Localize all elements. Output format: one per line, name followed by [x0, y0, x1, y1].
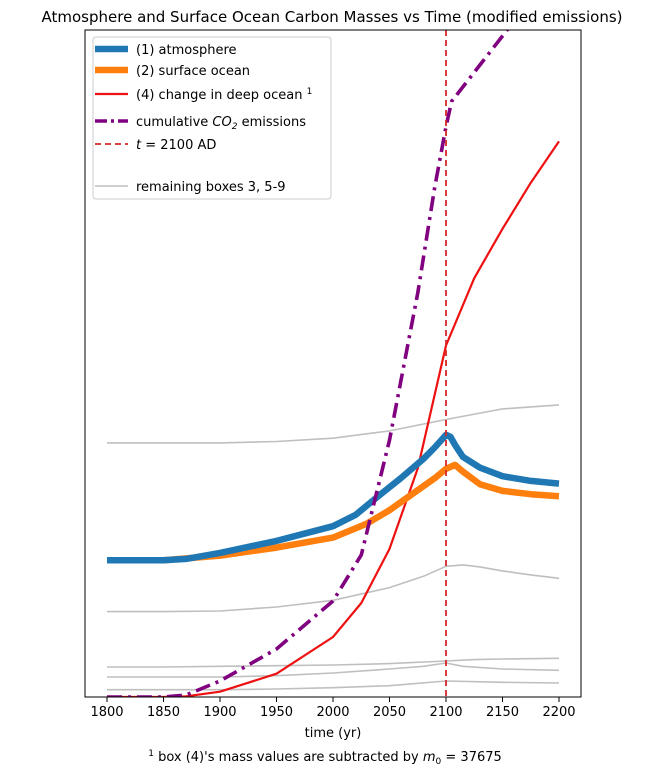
series-line-cum-8	[107, 30, 510, 697]
legend-label-deep: (4) change in deep ocean 1	[136, 87, 312, 103]
x-tick-label: 2200	[542, 705, 575, 720]
x-tick-label: 2050	[373, 705, 406, 720]
x-axis-label: time (yr)	[305, 726, 362, 741]
x-tick-label: 1950	[260, 705, 293, 720]
series-line-gray-3	[107, 662, 560, 678]
series-line-gray-4	[107, 680, 560, 691]
x-tick-label: 2100	[429, 705, 462, 720]
x-tick-label: 1850	[147, 705, 180, 720]
series-line-gray-2	[107, 657, 560, 668]
x-tick-label: 2000	[316, 705, 349, 720]
plot-lines	[107, 30, 560, 697]
footnote: 1 box (4)'s mass values are subtracted b…	[148, 749, 502, 767]
series-line-gray-1	[107, 564, 560, 613]
series-line-surf-6	[107, 461, 560, 564]
legend: (1) atmosphere (2) surface ocean (4) chang…	[92, 36, 332, 200]
x-tick-label: 1900	[203, 705, 236, 720]
legend-label-vline: t = 2100 AD	[136, 138, 216, 153]
series-line-atm-7	[107, 431, 560, 564]
x-axis-ticks: 1800 1850 1900 1950 2000 2050 2100 2150 2200	[90, 697, 576, 720]
legend-label-cum: cumulative CO2 emissions	[136, 115, 306, 132]
legend-label-surf: (2) surface ocean	[136, 64, 250, 79]
legend-label-gray: remaining boxes 3, 5-9	[136, 180, 286, 195]
x-tick-label: 1800	[90, 705, 123, 720]
x-tick-label: 2150	[486, 705, 519, 720]
series-line-gray-0	[107, 404, 560, 444]
chart-title: Atmosphere and Surface Ocean Carbon Mass…	[42, 8, 623, 26]
series-line-deep-5	[107, 140, 560, 697]
legend-box	[92, 36, 332, 200]
legend-label-atm: (1) atmosphere	[136, 43, 237, 58]
